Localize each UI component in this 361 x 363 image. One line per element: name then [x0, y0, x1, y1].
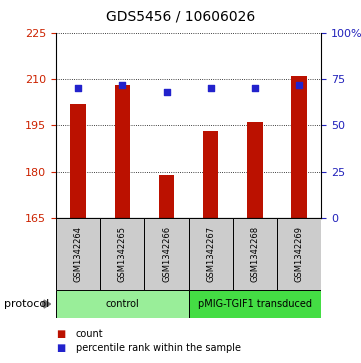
- Bar: [247, 122, 263, 218]
- Bar: [277, 218, 321, 290]
- Point: [296, 82, 302, 87]
- Text: protocol: protocol: [4, 299, 49, 309]
- Bar: [56, 290, 188, 318]
- Bar: [233, 218, 277, 290]
- Bar: [188, 290, 321, 318]
- Text: GDS5456 / 10606026: GDS5456 / 10606026: [106, 9, 255, 23]
- Text: GSM1342266: GSM1342266: [162, 226, 171, 282]
- Text: GSM1342267: GSM1342267: [206, 226, 215, 282]
- Bar: [291, 76, 307, 218]
- Point: [164, 89, 169, 95]
- Text: control: control: [105, 299, 139, 309]
- Point: [75, 85, 81, 91]
- Text: GSM1342269: GSM1342269: [295, 226, 304, 282]
- Bar: [203, 131, 218, 218]
- Bar: [56, 218, 100, 290]
- Text: GSM1342268: GSM1342268: [251, 226, 260, 282]
- Point: [208, 85, 214, 91]
- Text: percentile rank within the sample: percentile rank within the sample: [76, 343, 241, 354]
- Bar: [188, 218, 233, 290]
- Text: ■: ■: [56, 343, 65, 354]
- Text: count: count: [76, 329, 104, 339]
- Bar: [144, 218, 188, 290]
- Bar: [114, 85, 130, 218]
- Bar: [159, 175, 174, 218]
- Bar: [70, 104, 86, 218]
- Text: ■: ■: [56, 329, 65, 339]
- Point: [252, 85, 258, 91]
- Text: GSM1342265: GSM1342265: [118, 226, 127, 282]
- Bar: [100, 218, 144, 290]
- Point: [119, 82, 125, 87]
- Text: pMIG-TGIF1 transduced: pMIG-TGIF1 transduced: [198, 299, 312, 309]
- Text: GSM1342264: GSM1342264: [74, 226, 83, 282]
